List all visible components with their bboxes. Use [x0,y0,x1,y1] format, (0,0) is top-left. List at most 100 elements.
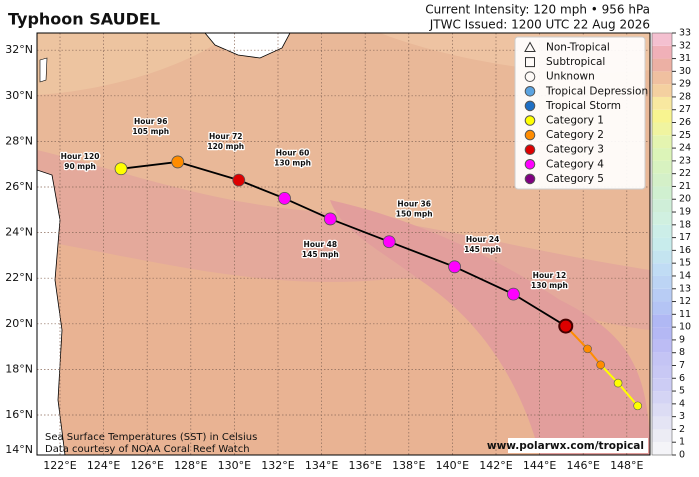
legend-label: Category 4 [546,158,604,170]
lon-tick-label: 134°E [305,459,338,472]
forecast-wind: 145 mph [302,250,339,259]
colorbar-tick-label: 3 [679,411,685,422]
current-point [558,318,574,334]
forecast-hour: Hour 60 [276,148,310,157]
legend-symbol [524,71,536,82]
source: www.polarwx.com/tropical [487,440,644,452]
colorbar-tick-label: 28 [679,91,691,102]
colorbar-segment [652,352,672,366]
colorbar-tick-label: 26 [679,117,691,128]
colorbar-segment [652,173,672,187]
legend-label: Tropical Depression [545,85,648,97]
colorbar-segment [652,224,672,238]
colorbar-segment [652,429,672,443]
colorbar-segment [652,403,672,417]
colorbar-segment [652,96,672,110]
forecast-point [382,235,396,249]
title: Typhoon SAUDEL [8,10,160,29]
forecast-point [171,155,185,169]
colorbar-segment [652,160,672,174]
colorbar-segment [652,122,672,136]
colorbar-segment [652,314,672,328]
colorbar-segment [652,212,672,225]
colorbar-tick-label: 9 [679,334,685,345]
colorbar-segment [652,365,672,379]
colorbar-segment [652,84,672,97]
colorbar-tick-label: 10 [679,322,691,333]
source-bg [508,438,648,453]
colorbar-tick-label: 21 [679,181,691,192]
colorbar-tick-label: 15 [679,258,691,269]
lat-tick-label: 22°N [5,271,33,284]
lat-tick-label: 24°N [5,226,33,239]
lon-tick-label: 130°E [218,459,251,472]
forecast-hour: Hour 12 [533,271,567,280]
forecast-wind: 105 mph [132,127,169,136]
lon-tick-label: 126°E [130,459,163,472]
colorbar-tick-label: 18 [679,219,691,230]
lon-tick-label: 140°E [436,459,469,472]
past-track-segment [617,382,639,407]
colorbar-tick-label: 23 [679,155,691,166]
forecast-hour: Hour 120 [61,152,100,161]
lat-tick-label: 30°N [5,89,33,102]
legend-symbol [524,41,536,52]
colorbar-segment [652,391,672,404]
colorbar-segment [652,199,672,213]
colorbar-segment [652,288,672,302]
colorbar-tick-label: 19 [679,207,691,218]
colorbar-segment [652,109,672,123]
lon-tick-label: 122°E [43,459,76,472]
forecast-point [448,260,461,274]
past-point [613,378,623,388]
colorbar-tick-label: 30 [679,66,691,77]
colorbar-segment [652,301,672,315]
past-point [596,360,605,370]
lon-tick-label: 136°E [348,459,381,472]
forecast-hour: Hour 48 [304,240,338,249]
colorbar-tick-label: 24 [679,143,691,154]
map-frame [36,32,651,456]
colorbar-tick-label: 6 [679,373,685,384]
lon-tick-label: 128°E [174,459,207,472]
forecast-wind: 130 mph [531,281,568,290]
colorbar-segment [652,442,672,455]
colorbar-tick-label: 22 [679,168,691,179]
legend-label: Category 1 [546,115,604,127]
colorbar-segment [652,33,672,46]
colorbar-tick-label: 17 [679,232,691,243]
colorbar-tick-label: 11 [679,309,691,320]
legend-symbol [524,144,536,155]
legend-items: Non-Tropical Subtropical Unknown Tropical D… [524,41,648,185]
lat-tick-label: 26°N [5,180,33,193]
forecast-wind: 120 mph [207,142,244,151]
forecast-point [278,191,291,205]
colorbar-tick-label: 14 [679,270,691,281]
colorbar-tick-label: 33 [679,28,691,39]
intensity: Current Intensity: 120 mph • 956 hPa [425,3,650,17]
lon-tick-label: 146°E [566,459,599,472]
lat-tick-label: 18°N [5,362,33,375]
colorbar-segment [652,327,672,340]
forecast-hour: Hour 72 [209,132,243,141]
lon-tick-label: 138°E [392,459,425,472]
legend-symbol [524,86,536,97]
colorbar-tick-label: 31 [679,53,691,64]
past-point [633,401,643,411]
forecast-point [114,162,128,176]
legend-symbol [524,115,536,126]
legend-symbol [524,129,536,141]
colorbar-segment [652,339,672,353]
forecast-point [232,173,246,187]
colorbar-tick-label: 12 [679,296,691,307]
lon-tick-label: 142°E [479,459,512,472]
past-point [583,344,592,354]
forecast-wind: 90 mph [64,162,96,171]
colorbar-tick-label: 0 [679,450,685,461]
colorbar-tick-label: 5 [679,386,685,397]
colorbar-segment [652,378,672,392]
colorbar-tick-label: 2 [679,424,685,435]
legend-label: Unknown [546,71,595,83]
colorbar-tick-label: 13 [679,283,691,294]
